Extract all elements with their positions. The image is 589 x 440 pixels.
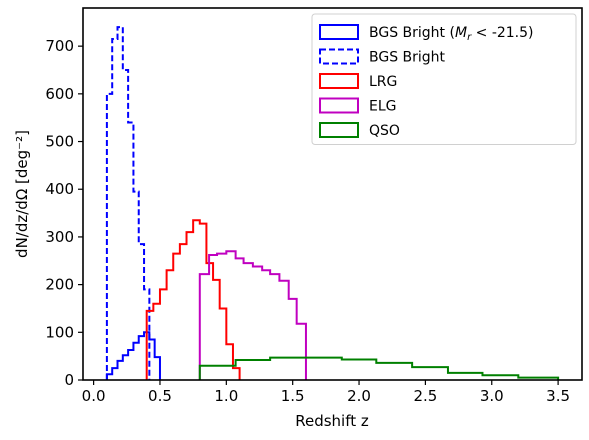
x-tick-label: 1.0 <box>214 387 238 405</box>
series-step-qso <box>198 356 560 380</box>
legend-label: BGS Bright <box>369 50 446 66</box>
legend-label: ELG <box>369 99 397 115</box>
x-tick-label: 2.0 <box>347 387 371 405</box>
y-axis-ticks: 0 100 200 300 400 500 600 700 <box>45 37 83 389</box>
y-tick-label: 600 <box>45 85 74 103</box>
legend-label: BGS Bright (Mr < -21.5) <box>369 25 534 43</box>
y-tick-label: 300 <box>45 228 74 246</box>
legend-swatch <box>319 73 359 89</box>
series-step-bgs-bright <box>105 26 151 380</box>
legend-swatch <box>319 24 359 40</box>
x-tick-label: 2.5 <box>413 387 437 405</box>
legend-label: LRG <box>369 74 397 90</box>
legend-swatch <box>319 97 359 114</box>
y-tick-label: 100 <box>45 323 74 341</box>
legend-box <box>311 13 577 145</box>
legend-swatch <box>319 48 359 65</box>
legend-swatch <box>319 122 359 138</box>
y-tick-label: 200 <box>45 276 74 294</box>
y-tick-label: 0 <box>64 371 74 389</box>
legend: BGS Bright (Mr < -21.5) BGS Bright LRG ELG Q… <box>311 13 577 145</box>
y-tick-label: 400 <box>45 180 74 198</box>
plot-frame <box>82 7 583 381</box>
x-axis-ticks: 0.0 0.5 1.0 1.5 2.0 2.5 3.0 3.5 <box>82 380 570 405</box>
x-tick-label: 1.5 <box>281 387 305 405</box>
y-axis-label: dN/dz/dΩ [deg⁻²] <box>13 130 31 258</box>
series-step-lrg <box>145 219 241 380</box>
legend-label: QSO <box>369 123 400 139</box>
x-axis-label: Redshift z <box>295 412 369 430</box>
y-tick-label: 500 <box>45 133 74 151</box>
y-tick-label: 700 <box>45 37 74 55</box>
series-layer <box>105 26 560 380</box>
x-tick-label: 3.5 <box>546 387 570 405</box>
series-step-elg <box>198 250 307 380</box>
x-tick-label: 3.0 <box>480 387 504 405</box>
series-step-bgs-bright-mr-21-5 <box>105 331 161 380</box>
x-tick-label: 0.5 <box>148 387 172 405</box>
x-tick-label: 0.0 <box>82 387 106 405</box>
